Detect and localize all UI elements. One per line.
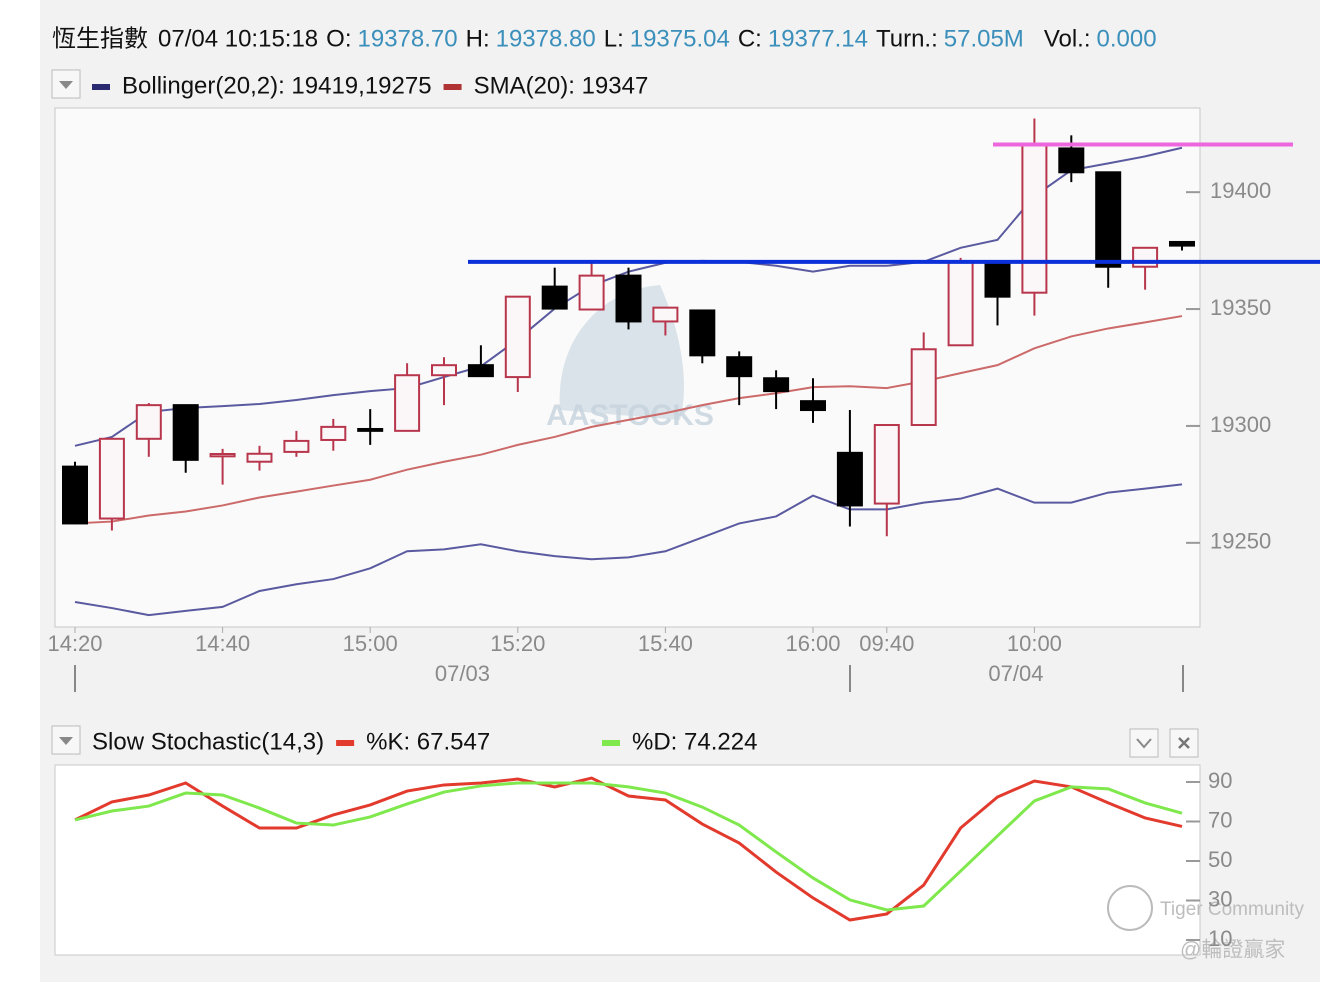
header-text: L: [604,25,624,52]
header-text: 07/04 10:15:18 [158,25,318,52]
header-text: C: [738,25,762,52]
candle-body [726,356,753,378]
legend-label: %D: 74.224 [632,728,757,755]
header-text: 0.000 [1097,25,1157,52]
candle-body [541,285,568,310]
legend-swatch [602,740,620,746]
header-text: 19378.80 [496,25,596,52]
legend-swatch [92,84,110,90]
candle-body [62,465,88,525]
header-text: 19375.04 [630,25,730,52]
candle-body [246,452,273,463]
x-tick-label: 14:40 [195,631,250,656]
candle-body [1132,246,1159,268]
candle-body [615,274,642,323]
candle-body [1021,144,1048,294]
header-text: 恆生指數 [52,25,148,52]
watermark: @輪證贏家 [1180,939,1285,962]
collapse-button[interactable] [1129,728,1159,758]
candle-body [357,427,384,432]
candle-body [1095,171,1122,268]
stoch-plot [54,764,1201,956]
legend-swatch [336,740,355,746]
x-tick-label: 10:00 [1007,631,1062,656]
candle-body [98,437,125,520]
quote-header: 恆生指數 07/04 10:15:18 O: 19378.70 H: 19378.80 L:… [52,25,1157,52]
candle-body [283,439,310,453]
candle-body [504,295,531,379]
menu-arrow [59,737,73,745]
y-tick-label: 19300 [1210,412,1271,437]
header-text: Turn.: [876,25,938,52]
candle-body [578,274,605,311]
legend-label: %K: 67.547 [366,728,490,755]
header-text: O: [326,25,351,52]
candle-body [135,404,162,440]
close-icon [1178,737,1190,749]
x-tick-label: 15:00 [343,631,398,656]
candle-body [431,364,457,377]
candle-body [1058,147,1085,174]
stoch-line [74,776,1183,922]
date-label: 07/04 [988,661,1043,686]
candle-body [320,425,347,441]
y-tick-label: 30 [1208,886,1232,911]
y-tick-label: 19250 [1210,529,1271,554]
candle-body [984,260,1011,298]
candle-body [836,451,863,507]
candle-body [467,364,494,378]
community-logo [1107,885,1153,931]
candle-body [947,260,974,347]
header-text: Vol.: [1044,25,1091,52]
x-tick-label: 14:20 [47,631,102,656]
candle-body [910,348,937,427]
x-tick-label: 09:40 [859,631,914,656]
y-tick-label: 50 [1208,847,1232,872]
y-tick-label: 10 [1208,926,1232,951]
x-tick-label: 15:40 [638,631,693,656]
candle-body [800,400,826,412]
legend-swatch [443,84,462,90]
legend-label: Bollinger(20,2): 19419,19275 [122,72,432,99]
header-text: 19377.14 [768,25,868,52]
y-tick-label: 19400 [1210,178,1271,203]
watermark: AASTOCKS [546,399,714,432]
panel-title: Slow Stochastic(14,3) [92,728,324,755]
date-label: 07/03 [435,661,490,686]
candle-body [209,453,236,458]
candle-body [652,306,679,323]
candle-body [394,374,421,432]
y-tick-label: 90 [1208,768,1232,793]
sma-line [74,315,1183,525]
collapse-icon [1136,738,1152,749]
bollinger-lower [74,483,1183,617]
candle-body [873,424,900,505]
header-text: H: [466,25,490,52]
menu-arrow [59,81,73,89]
y-tick-label: 70 [1208,807,1232,832]
x-tick-label: 15:20 [490,631,545,656]
legend-label: SMA(20): 19347 [474,72,649,99]
stoch-line [74,781,1183,912]
header-text: 57.05M [944,25,1024,52]
watermark: Tiger Community [1160,899,1304,920]
candle-body [1169,240,1195,247]
y-tick-label: 19350 [1210,295,1271,320]
header-text: 19378.70 [358,25,458,52]
candle-body [763,377,790,393]
x-tick-label: 16:00 [785,631,840,656]
candle-body [689,309,716,357]
candle-body [172,404,199,461]
